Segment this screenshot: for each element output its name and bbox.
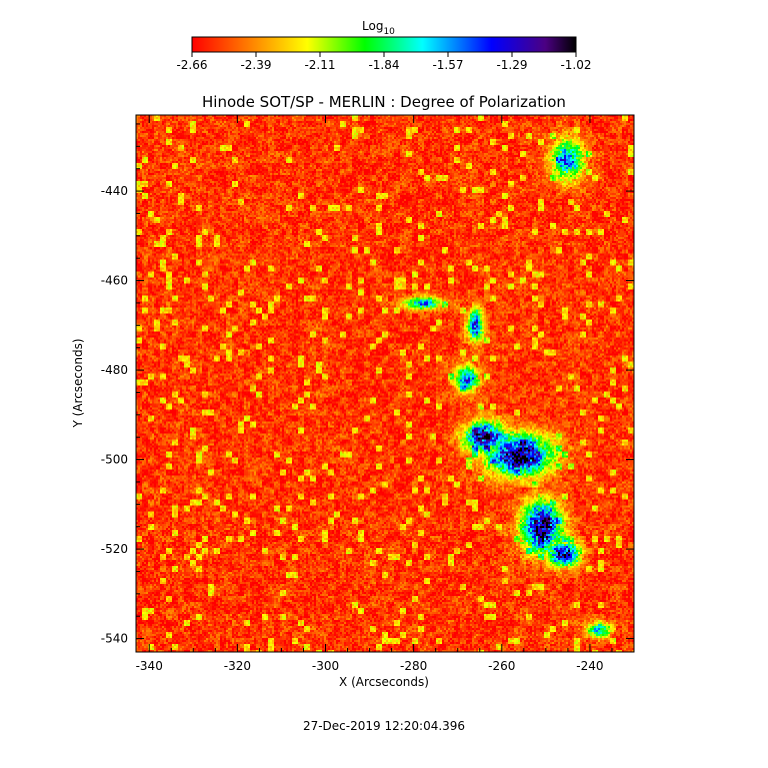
y-tick-label: -520 (101, 542, 128, 556)
colorbar-tick-label: -1.29 (496, 58, 527, 72)
y-axis-label: Y (Arcseconds) (71, 338, 85, 428)
x-tick-label: -300 (312, 659, 339, 673)
x-tick-label: -320 (224, 659, 251, 673)
colorbar-label: Log10 (362, 19, 395, 37)
x-tick-label: -240 (576, 659, 603, 673)
y-axis-ticks: -440 -460 -480 -500 -520 -540 (101, 123, 634, 646)
colorbar-tick-label: -1.02 (560, 58, 591, 72)
colorbar-tick-label: -2.66 (176, 58, 207, 72)
x-axis-ticks: -340 -320 -300 -280 -260 -240 (136, 115, 635, 673)
y-tick-label: -500 (101, 453, 128, 467)
y-tick-label: -540 (101, 632, 128, 646)
x-tick-label: -260 (488, 659, 515, 673)
colorbar-tick-label: -1.57 (432, 58, 463, 72)
colorbar: Log10 -2.66 -2.39 -2.11 -1.84 -1.57 -1.29 -1.0… (176, 19, 591, 72)
colorbar-ticks: -2.66 -2.39 -2.11 -1.84 -1.57 -1.29 -1.02 (176, 52, 592, 72)
y-tick-label: -480 (101, 363, 128, 377)
heatmap-image (136, 115, 634, 652)
colorbar-label-subscript: 10 (383, 27, 395, 37)
colorbar-tick-label: -2.11 (304, 58, 335, 72)
colorbar-gradient (191, 36, 577, 53)
y-tick-label: -440 (101, 184, 128, 198)
plot-area: -340 -320 -300 -280 -260 -240 -440 -460 -480 -50… (101, 114, 635, 673)
timestamp: 27-Dec-2019 12:20:04.396 (303, 719, 465, 733)
chart-title: Hinode SOT/SP - MERLIN : Degree of Polar… (202, 93, 566, 111)
x-axis-label: X (Arcseconds) (339, 675, 429, 689)
colorbar-tick-label: -2.39 (240, 58, 271, 72)
colorbar-tick-label: -1.84 (368, 58, 399, 72)
colorbar-label-text: Log (362, 19, 383, 33)
x-tick-label: -280 (400, 659, 427, 673)
y-tick-label: -460 (101, 274, 128, 288)
x-tick-label: -340 (136, 659, 163, 673)
plot-frame (135, 114, 635, 653)
